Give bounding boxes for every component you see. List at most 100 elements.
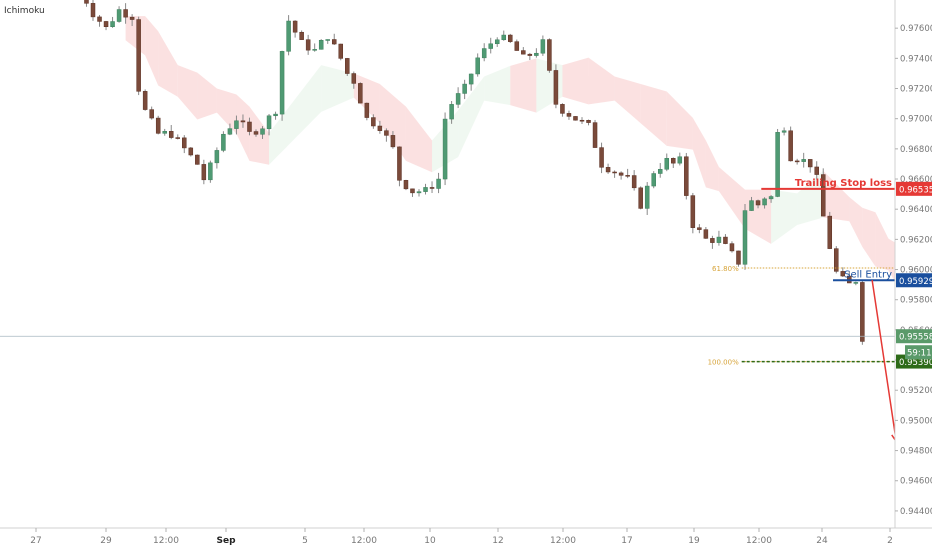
candle-24: [247, 117, 252, 136]
candle-body-74: [573, 116, 578, 121]
x-tick-label-2: 12:00: [153, 536, 179, 546]
candle-body-23: [240, 120, 246, 123]
candle-body-97: [723, 236, 728, 244]
candle-30: [286, 15, 291, 56]
candle-90: [677, 152, 683, 166]
candle-body-37: [331, 39, 337, 45]
candle-19: [214, 147, 220, 169]
sell-entry-badge: [896, 273, 932, 288]
candle-61: [488, 37, 493, 54]
x-tick-label-1: 29: [100, 536, 112, 546]
candle-72: [560, 103, 565, 117]
cloud-segment-11: [379, 83, 406, 161]
candle-body-100: [742, 210, 748, 265]
candle-51: [423, 183, 428, 195]
candle-body-41: [358, 83, 363, 104]
candle-body-1: [97, 16, 102, 22]
cloud-segment-0: [125, 16, 146, 56]
candle-23: [240, 114, 246, 128]
candle-80: [612, 170, 617, 178]
x-tick-label-7: 12: [492, 536, 503, 546]
candle-41: [358, 82, 363, 104]
candle-body-27: [266, 115, 272, 130]
candle-body-84: [638, 187, 643, 209]
candle-body-42: [364, 102, 370, 118]
candle-88: [664, 153, 670, 172]
candle-79: [605, 163, 611, 174]
x-tick-label-13: 2: [887, 536, 893, 546]
cloud-segment-7: [249, 106, 270, 165]
x-tick-label-0: 27: [30, 536, 41, 546]
candle-70: [547, 38, 552, 73]
candle-36: [325, 39, 330, 44]
candle-31: [292, 20, 298, 38]
candle-5: [123, 3, 128, 24]
candle-body-110: [807, 159, 813, 168]
candle-64: [508, 33, 513, 44]
candle-114: [834, 246, 839, 274]
candle-body-51: [423, 187, 428, 192]
candle-body-33: [305, 39, 311, 51]
x-tick-label-6: 10: [424, 536, 436, 546]
y-tick-label-14: 0.94800: [900, 447, 932, 457]
candle-54: [442, 112, 448, 186]
cloud-segment-12: [405, 106, 433, 173]
candle-42: [364, 102, 370, 121]
trailing-stop-loss-label: Trailing Stop loss: [795, 178, 892, 189]
candle-95: [710, 235, 715, 249]
candle-62: [494, 37, 500, 47]
candle-body-62: [494, 39, 500, 45]
candle-9: [149, 106, 154, 120]
cloud-segment-28: [797, 170, 824, 226]
cloud-segment-5: [216, 88, 237, 134]
candle-body-83: [631, 175, 637, 189]
candle-body-26: [260, 128, 265, 135]
candle-74: [573, 116, 578, 121]
candle-body-22: [234, 120, 239, 129]
candle-body-107: [788, 130, 793, 162]
cloud-segment-32: [875, 212, 889, 271]
candle-body-53: [436, 178, 441, 189]
candle-12: [168, 125, 174, 140]
candle-body-81: [618, 172, 624, 176]
candle-body-80: [612, 171, 617, 174]
candle-96: [716, 230, 722, 246]
candle-3: [110, 16, 115, 28]
candle-47: [397, 146, 402, 187]
candle-body-65: [514, 41, 520, 51]
candle-body-61: [488, 43, 493, 49]
candle-body-38: [338, 43, 344, 59]
candle-body-90: [677, 156, 683, 164]
candle-body-63: [501, 34, 507, 41]
candle-body-28: [273, 113, 278, 117]
candle-body-91: [684, 156, 689, 196]
candle-body-39: [345, 58, 350, 74]
candle-body-6: [129, 16, 135, 20]
projection-arrow-line: [871, 279, 898, 442]
sell-entry-badge-label: 0.95929: [899, 277, 932, 287]
candle-body-17: [201, 164, 207, 181]
x-tick-label-12: 24: [816, 536, 828, 546]
y-tick-label-12: 0.95200: [900, 386, 932, 396]
x-tick-label-9: 17: [621, 536, 632, 546]
trailing-stop-loss-badge: [896, 181, 932, 196]
candle-body-92: [690, 195, 696, 228]
candle-110: [807, 159, 813, 173]
candle-27: [266, 113, 272, 136]
candle-0: [90, 0, 96, 21]
candle-81: [618, 171, 624, 180]
candle-body-54: [442, 118, 448, 180]
candle-94: [703, 227, 709, 239]
candle-body-29: [279, 51, 285, 115]
candle-7: [136, 16, 141, 96]
y-tick-label-16: 0.94400: [900, 507, 932, 517]
candle-body-10: [155, 117, 161, 134]
candle-84: [638, 186, 643, 210]
candle-body-115: [840, 271, 846, 277]
candle-body-4: [116, 9, 122, 22]
candle-body-77: [592, 122, 598, 148]
cloud-segment-23: [692, 117, 706, 188]
y-tick-label-1: 0.97400: [900, 54, 932, 64]
candle-body-68: [534, 52, 539, 56]
